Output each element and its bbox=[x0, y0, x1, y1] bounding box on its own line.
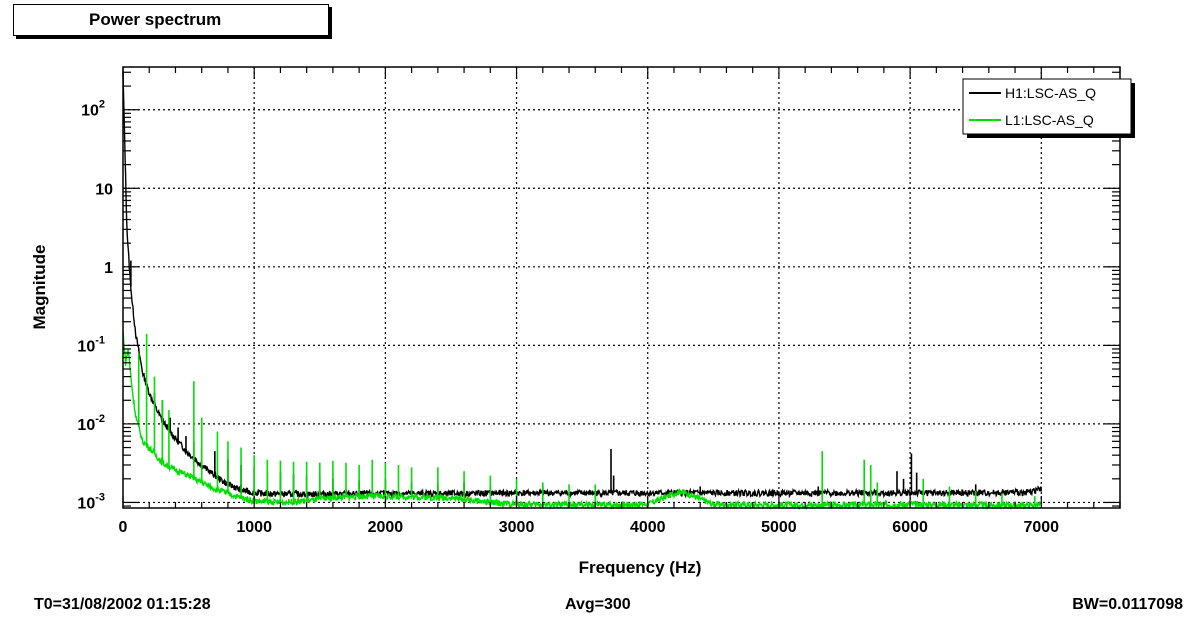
x-tick-label: 1000 bbox=[236, 519, 272, 536]
x-tick-label: 3000 bbox=[499, 519, 535, 536]
x-tick-label: 2000 bbox=[368, 519, 404, 536]
series-layer bbox=[122, 70, 1042, 511]
legend: H1:LSC-AS_Q L1:LSC-AS_Q bbox=[962, 78, 1135, 138]
series-line bbox=[122, 70, 1042, 500]
legend-label: H1:LSC-AS_Q bbox=[1005, 85, 1096, 101]
legend-label: L1:LSC-AS_Q bbox=[1005, 112, 1094, 128]
x-tick-label: 7000 bbox=[1023, 519, 1059, 536]
y-tick-label: 10-3 bbox=[77, 491, 105, 512]
x-tick-label: 4000 bbox=[630, 519, 666, 536]
y-tick-label: 10 bbox=[95, 181, 113, 198]
legend-box bbox=[962, 78, 1132, 135]
x-tick-label: 5000 bbox=[761, 519, 797, 536]
y-tick-label: 1 bbox=[104, 260, 113, 277]
footer-avg: Avg=300 bbox=[565, 596, 631, 613]
x-tick-label: 0 bbox=[119, 519, 128, 536]
footer-bw: BW=0.0117098 bbox=[1072, 596, 1183, 613]
series-l1 bbox=[122, 330, 1042, 511]
chart-title: Power spectrum bbox=[13, 4, 329, 36]
tick-labels: 0 1000 2000 3000 4000 5000 6000 7000 10-3 10-2 10-… bbox=[77, 99, 1059, 536]
x-tick-label: 6000 bbox=[892, 519, 928, 536]
y-tick-label: 10-1 bbox=[77, 334, 105, 355]
y-tick-label: 10-2 bbox=[77, 413, 105, 434]
footer-t0: T0=31/08/2002 01:15:28 bbox=[34, 596, 211, 613]
y-tick-label: 102 bbox=[81, 99, 105, 120]
series-h1 bbox=[122, 70, 1042, 500]
x-axis-label: Frequency (Hz) bbox=[579, 558, 702, 577]
y-axis-label: Magnitude bbox=[30, 245, 49, 330]
series-line bbox=[122, 330, 1042, 511]
